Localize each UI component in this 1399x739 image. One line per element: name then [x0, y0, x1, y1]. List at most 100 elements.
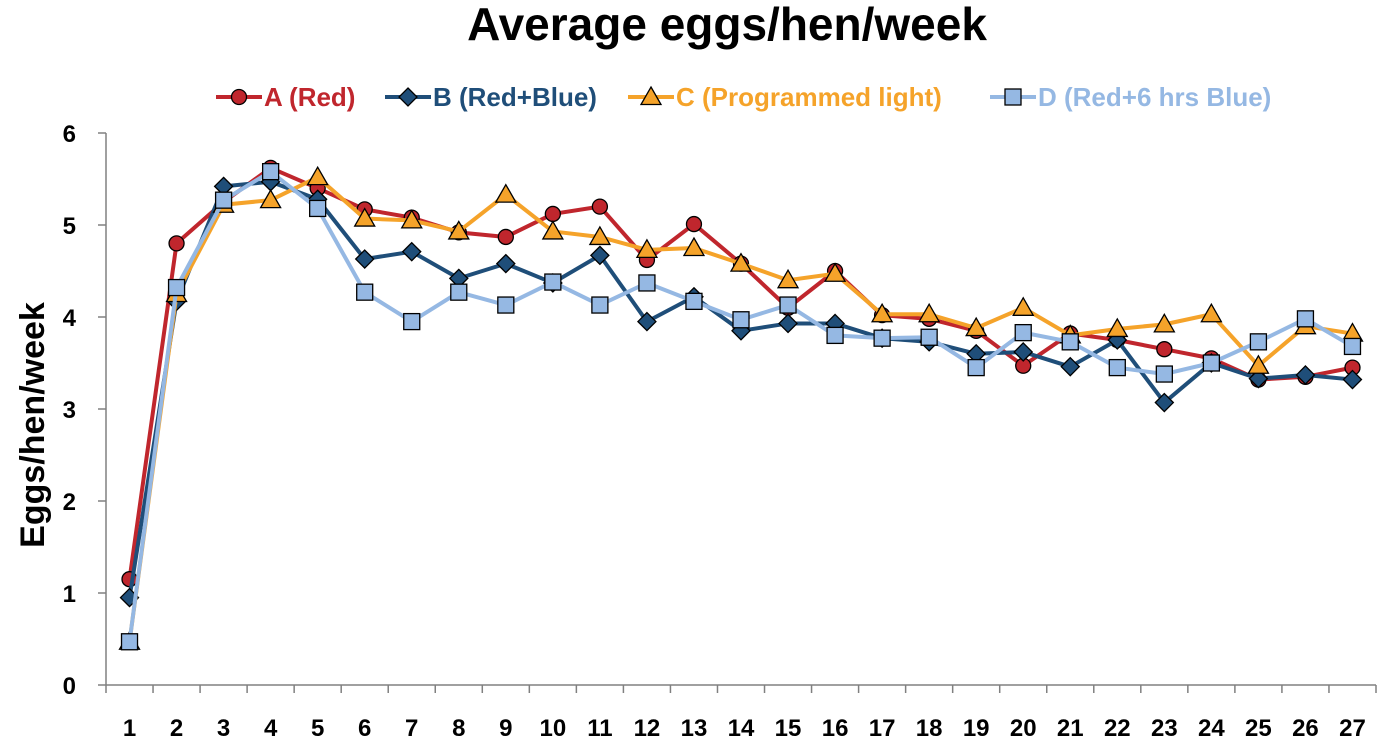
data-point: [682, 236, 706, 257]
plot-area: [118, 159, 1364, 651]
data-point: [1342, 369, 1363, 390]
data-point: [353, 207, 376, 227]
data-point: [1060, 356, 1081, 377]
legend: A (Red) B (Red+Blue) C (Programmed light) D…: [216, 82, 1271, 112]
data-point: [261, 162, 280, 181]
x-tick-label: 13: [681, 715, 708, 739]
x-tick-label: 16: [822, 715, 849, 739]
x-tick-label: 2: [170, 715, 183, 739]
x-tick-label: 22: [1104, 715, 1131, 739]
data-point: [920, 328, 938, 346]
x-tick-label: 9: [499, 715, 512, 739]
data-point: [591, 296, 609, 314]
data-point: [588, 225, 612, 246]
legend-label: B (Red+Blue): [433, 82, 597, 112]
x-tick-label: 23: [1151, 715, 1178, 739]
data-point: [167, 278, 186, 297]
y-axis-label: Eggs/hen/week: [14, 302, 52, 548]
data-point: [356, 283, 374, 301]
legend-entry: C (Programmed light): [628, 82, 942, 112]
y-tick-label: 2: [63, 489, 76, 516]
x-tick-label: 27: [1339, 715, 1366, 739]
data-point: [638, 274, 656, 292]
data-point: [1013, 342, 1034, 362]
data-point: [1343, 337, 1362, 356]
data-point: [1247, 354, 1270, 374]
data-point: [1200, 302, 1223, 323]
data-point: [1296, 310, 1315, 328]
data-point: [214, 191, 233, 209]
x-tick-label: 20: [1010, 715, 1037, 739]
y-tick-label: 6: [63, 121, 76, 148]
x-tick-label: 7: [405, 715, 418, 739]
y-tick-label: 4: [63, 305, 77, 332]
series-line: [127, 179, 1353, 598]
data-point: [494, 183, 517, 203]
legend-marker: [230, 88, 248, 106]
data-point: [635, 238, 659, 258]
legend-marker: [639, 85, 663, 106]
data-point: [1248, 368, 1269, 389]
data-point: [1156, 341, 1173, 358]
data-point: [589, 245, 610, 266]
x-tick-label: 15: [775, 715, 802, 739]
data-point: [965, 316, 988, 337]
x-tick-label: 10: [540, 715, 567, 739]
data-point: [918, 302, 941, 323]
data-point: [1108, 358, 1126, 377]
data-point: [729, 252, 753, 272]
data-point: [544, 205, 562, 223]
data-point: [637, 311, 657, 332]
x-tick-label: 4: [264, 715, 278, 739]
legend-entry: A (Red): [216, 82, 355, 112]
y-tick-label: 0: [63, 673, 76, 700]
data-point: [685, 215, 703, 233]
x-tick-label: 12: [634, 715, 661, 739]
x-tick-label: 21: [1057, 715, 1084, 739]
data-point: [1249, 333, 1268, 351]
data-point: [1295, 365, 1316, 385]
x-tick-label: 3: [217, 715, 230, 739]
series-2: [119, 171, 1363, 608]
series-3: [118, 165, 1364, 650]
data-point: [778, 313, 798, 334]
data-point: [309, 199, 327, 218]
x-tick-label: 18: [916, 715, 943, 739]
data-point: [1012, 296, 1035, 316]
y-tick-label: 3: [63, 397, 76, 424]
data-point: [1106, 317, 1129, 338]
legend-marker: [398, 87, 418, 107]
data-point: [400, 209, 423, 229]
data-point: [1153, 313, 1176, 333]
data-point: [541, 220, 564, 240]
data-point: [826, 326, 844, 345]
data-point: [1154, 392, 1175, 413]
legend-entry: B (Red+Blue): [385, 82, 597, 112]
data-point: [401, 241, 422, 262]
data-point: [259, 188, 282, 209]
x-tick-label: 24: [1198, 715, 1225, 739]
x-tick-label: 5: [311, 715, 324, 739]
series-4: [120, 162, 1362, 651]
x-tick-label: 14: [728, 715, 755, 739]
data-point: [495, 253, 516, 274]
data-point: [1061, 333, 1079, 351]
data-point: [403, 312, 421, 331]
data-point: [497, 228, 514, 246]
data-point: [447, 220, 470, 240]
data-point: [776, 268, 800, 289]
x-tick-label: 25: [1245, 715, 1272, 739]
data-point: [120, 633, 139, 651]
data-point: [450, 283, 468, 301]
data-point: [873, 329, 891, 347]
data-point: [1155, 365, 1173, 383]
data-point: [732, 311, 750, 329]
x-tick-label: 17: [869, 715, 896, 739]
data-point: [544, 273, 562, 291]
legend-entry: D (Red+6 hrs Blue): [990, 82, 1271, 112]
data-point: [967, 358, 985, 377]
data-point: [306, 165, 329, 186]
data-point: [870, 302, 894, 323]
x-tick-label: 6: [358, 715, 371, 739]
x-tick-label: 19: [963, 715, 990, 739]
